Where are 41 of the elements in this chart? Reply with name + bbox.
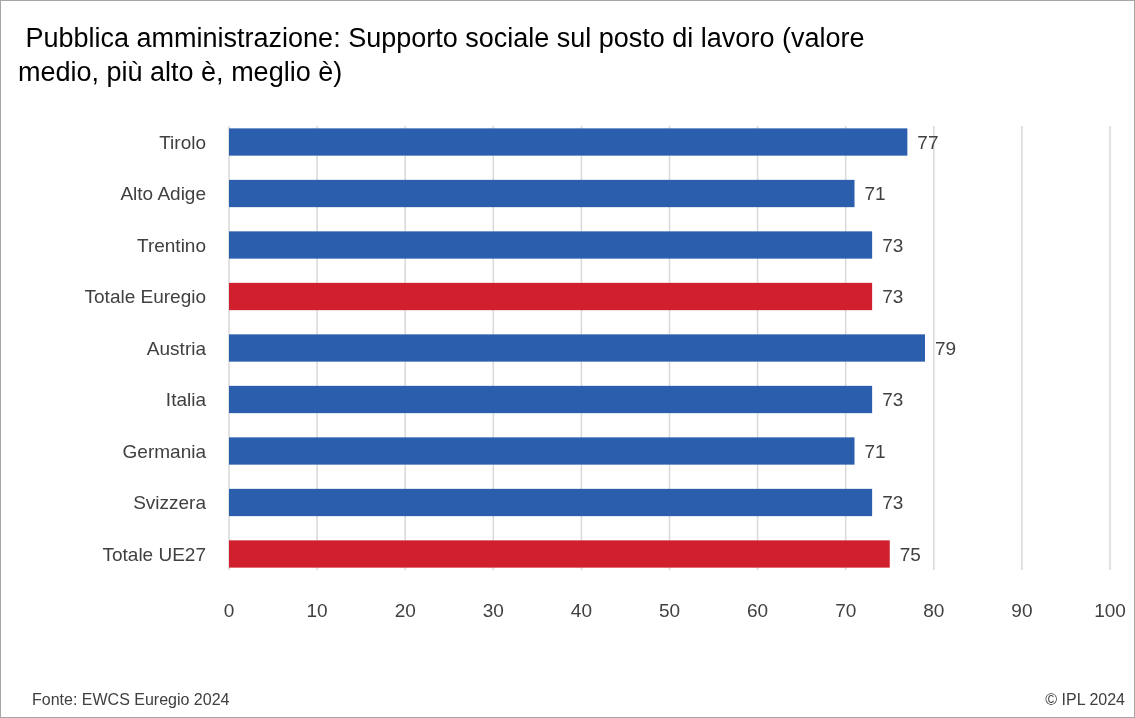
bar — [229, 437, 855, 465]
data-label: 73 — [882, 286, 904, 308]
y-tick-label: Alto Adige — [120, 183, 206, 205]
bar — [229, 128, 908, 156]
data-label: 73 — [882, 492, 904, 514]
bar — [229, 334, 925, 362]
data-label: 71 — [864, 440, 886, 462]
x-tick-label: 40 — [570, 600, 592, 621]
x-tick-label: 0 — [223, 600, 235, 621]
data-label: 77 — [917, 131, 939, 153]
y-tick-label: Tirolo — [159, 131, 206, 153]
y-tick-label: Italia — [165, 389, 207, 411]
x-tick-label: 90 — [1011, 600, 1033, 621]
y-tick-label: Trentino — [137, 234, 206, 256]
text: © IPL 2024 — [1045, 691, 1126, 708]
y-tick-label: Totale UE27 — [102, 543, 206, 565]
x-tick-label: 50 — [658, 600, 681, 621]
bar — [229, 282, 873, 311]
data-label: 79 — [934, 337, 957, 359]
data-label: 73 — [882, 389, 904, 411]
source-note: Fonte: EWCS Euregio 2024 — [32, 691, 230, 708]
x-tick-label: 70 — [835, 600, 857, 621]
data-label: 75 — [899, 543, 921, 565]
bar — [229, 231, 873, 259]
x-tick-label: 20 — [394, 600, 416, 621]
y-tick-label: Totale Euregio — [84, 286, 206, 308]
x-tick-label: 10 — [306, 600, 328, 621]
y-tick-label: Svizzera — [133, 492, 207, 514]
x-tick-label: 60 — [747, 600, 769, 621]
bar — [229, 179, 855, 208]
data-label: 71 — [864, 183, 886, 205]
data-label: 73 — [882, 234, 904, 256]
y-tick-label: Germania — [122, 440, 207, 462]
bar — [229, 488, 873, 517]
chart-title: Pubblica amministrazione: Supporto sociale sul posto di lavoro (valore medio, più alto è, meglio è) — [18, 23, 865, 87]
x-tick-label: 30 — [482, 600, 504, 621]
bar — [229, 385, 873, 414]
y-tick-label: Austria — [146, 337, 207, 359]
bar — [229, 540, 890, 568]
x-tick-label: 100 — [1094, 600, 1126, 621]
x-tick-label: 80 — [923, 600, 945, 621]
